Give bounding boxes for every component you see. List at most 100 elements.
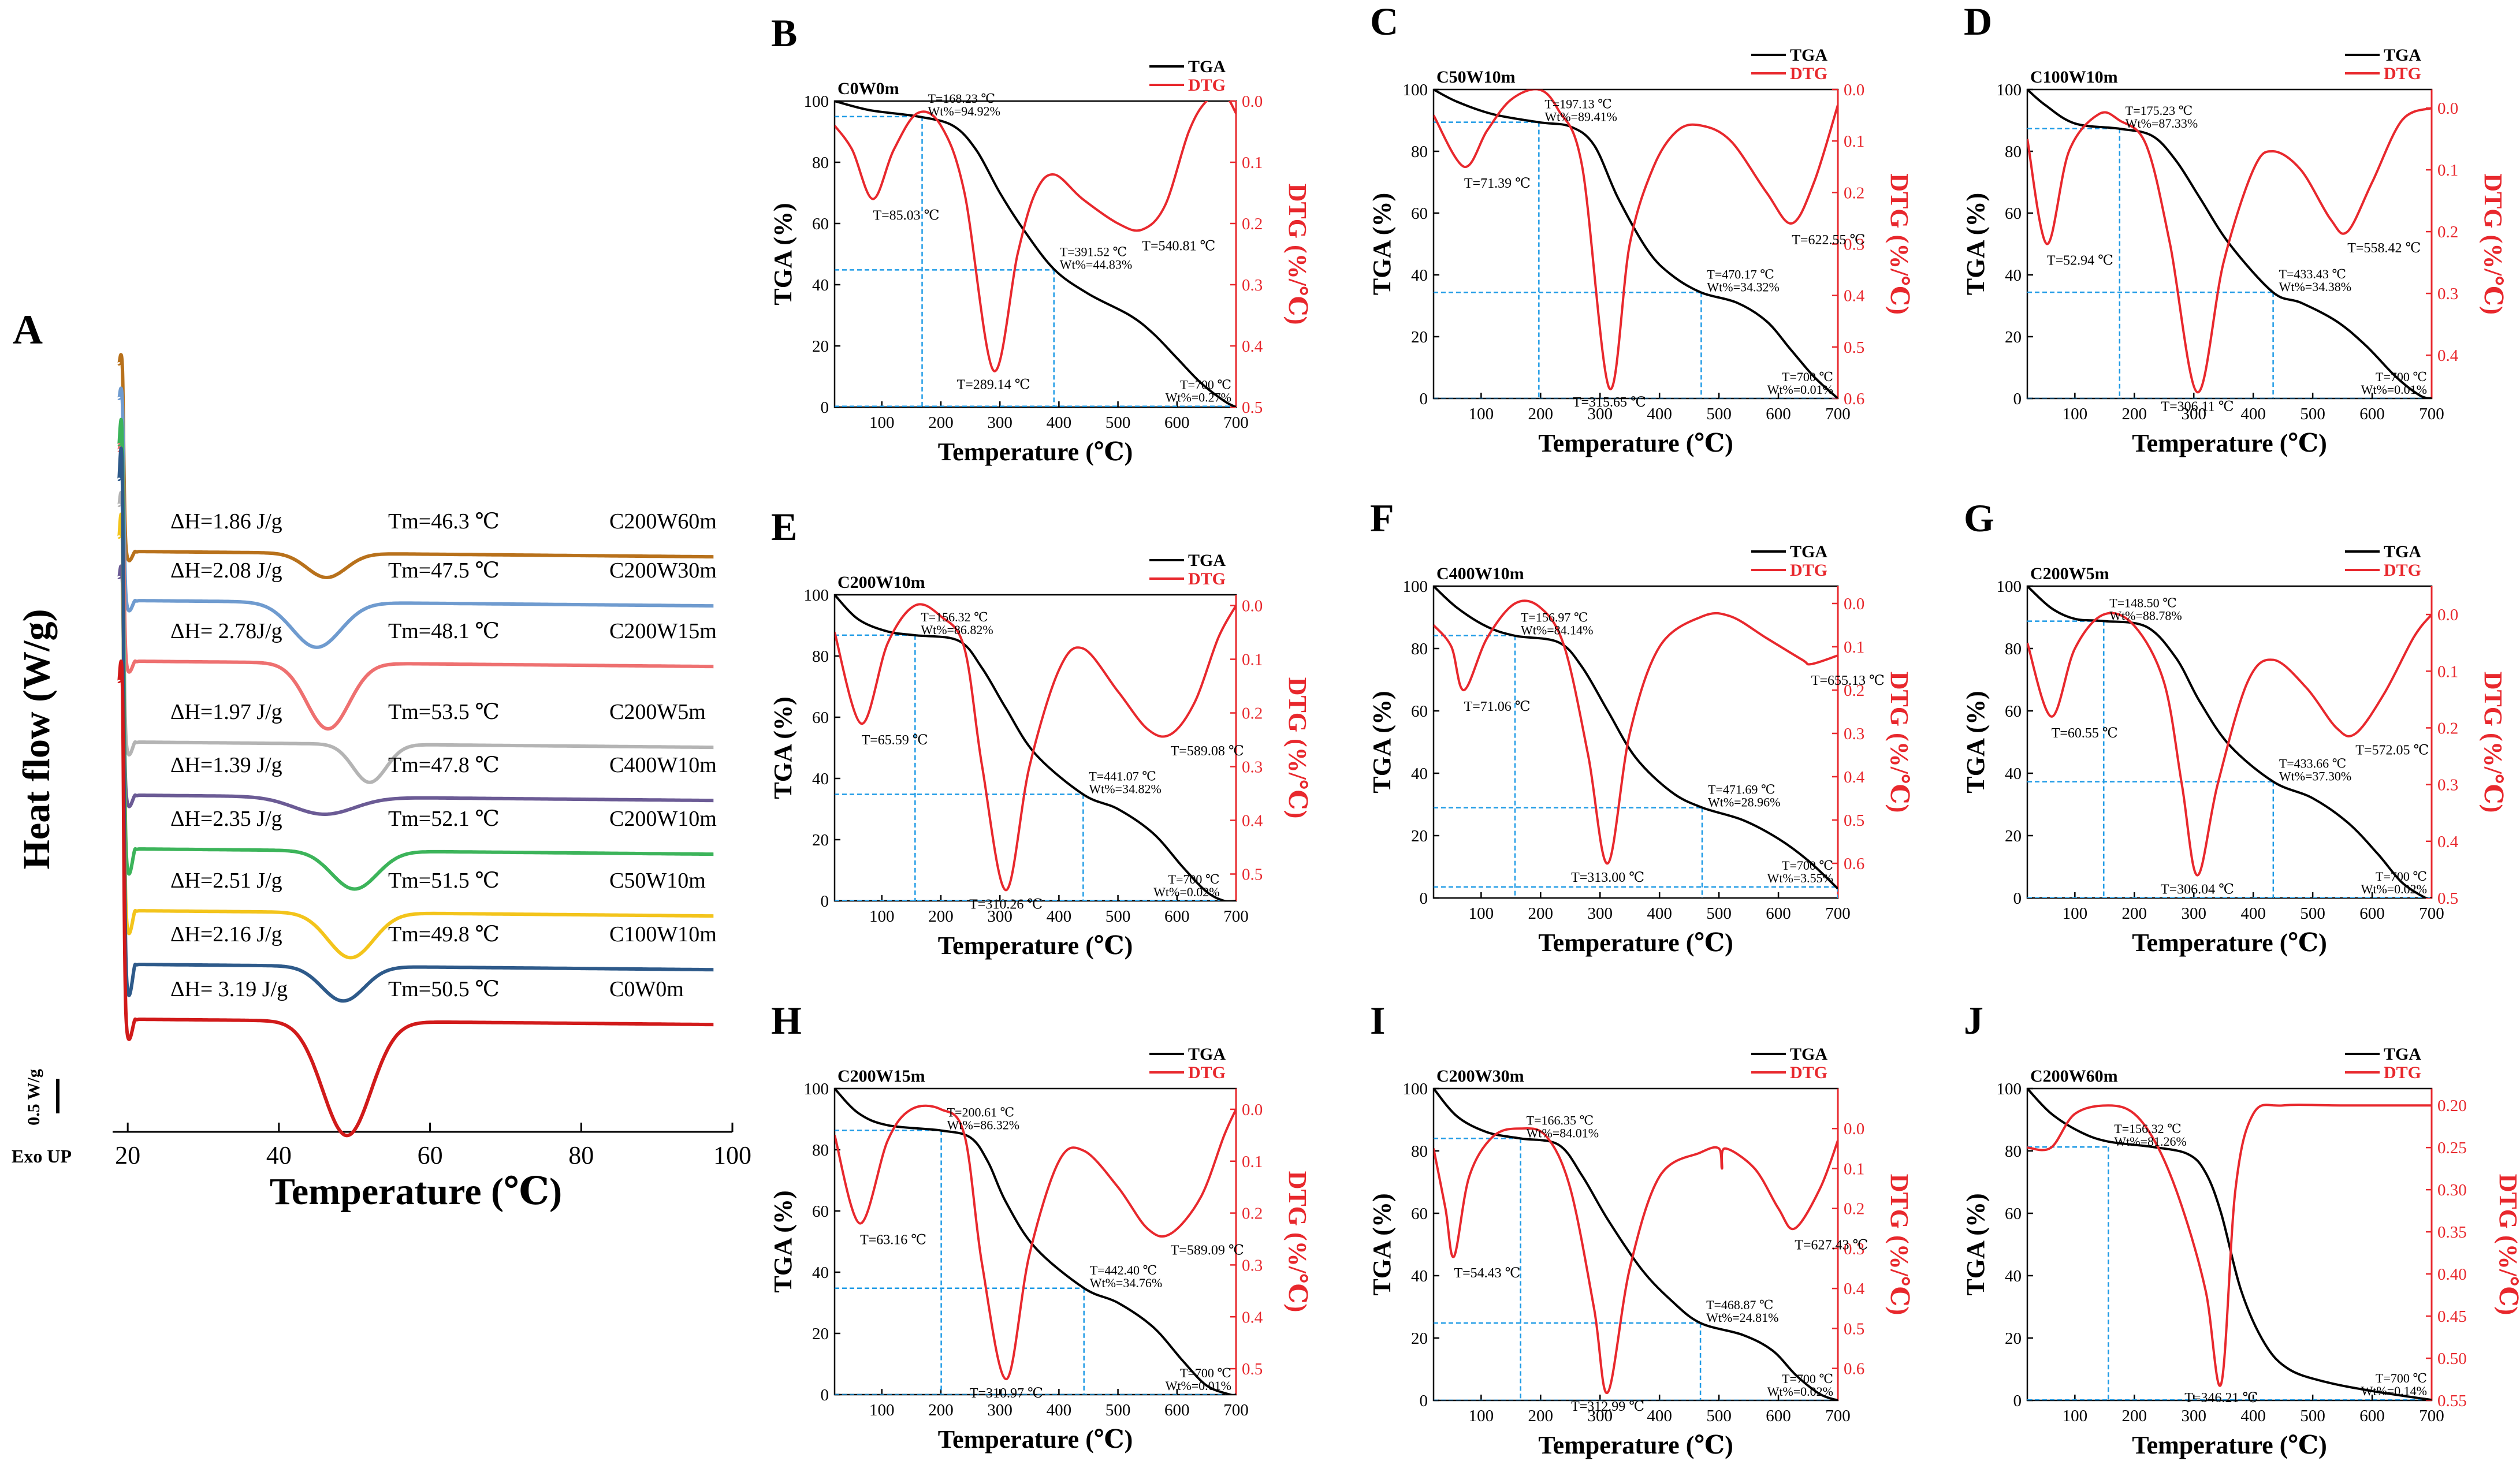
legend-dtg-label: DTG — [2384, 561, 2421, 580]
marker-temp-label: T=700 ℃ — [1782, 858, 1833, 873]
x-tick-label: 400 — [1047, 907, 1072, 926]
scale-label: 0.5 W/g — [24, 1069, 43, 1126]
dtg-peak-label: T=71.06 ℃ — [1464, 699, 1531, 714]
y2-axis-label: DTG (%/℃) — [1885, 672, 1914, 813]
marker-temp-label: T=442.40 ℃ — [1090, 1263, 1157, 1277]
marker-temp-label: T=700 ℃ — [1782, 370, 1833, 384]
legend-tga-label: TGA — [1790, 1045, 1827, 1064]
chart-title: C200W15m — [837, 1067, 925, 1086]
marker-wt-label: Wt%=0.02% — [1153, 885, 1219, 899]
legend-tga-label: TGA — [1790, 46, 1827, 65]
y-tick-label: 100 — [804, 1080, 829, 1098]
dtg-line — [2027, 1104, 2432, 1387]
y2-tick-label: 0.2 — [1242, 1205, 1263, 1223]
dsc-curve-C400W10m — [117, 564, 714, 817]
dtg-peak-label: T=63.16 ℃ — [860, 1233, 926, 1248]
dsc-curve-C50W10m — [117, 512, 714, 960]
legend-dtg-label: DTG — [1790, 561, 1827, 580]
dtg-peak-label: T=346.21 ℃ — [2184, 1391, 2258, 1406]
x-tick-label: 500 — [1706, 405, 1732, 423]
x-tick-label: 400 — [1647, 1407, 1672, 1425]
y2-tick-label: 0.6 — [1844, 855, 1864, 873]
y2-axis-label: DTG (%/℃) — [2479, 672, 2507, 813]
marker-wt-label: Wt%=94.92% — [928, 104, 1000, 118]
marker-wt-label: Wt%=0.02% — [2361, 882, 2427, 896]
y2-tick-label: 0.4 — [2437, 346, 2459, 365]
y-tick-label: 40 — [1411, 266, 1428, 285]
dsc-curve-C200W5m — [117, 491, 714, 784]
marker-temp-label: T=700 ℃ — [1168, 872, 1220, 886]
tm-label: Tm=51.5 ℃ — [388, 869, 500, 893]
y-tick-label: 20 — [1411, 328, 1428, 346]
chart-title: C200W60m — [2030, 1067, 2118, 1086]
x-tick-label: 100 — [869, 1401, 895, 1419]
dtg-peak-label: T=65.59 ℃ — [862, 733, 928, 748]
y-tick-label: 80 — [2005, 1142, 2022, 1161]
y2-axis-label: DTG (%/℃) — [1283, 184, 1312, 325]
marker-temp-label: T=700 ℃ — [2376, 869, 2427, 884]
marker-wt-label: Wt%=34.32% — [1707, 280, 1779, 294]
dsc-curve-C0W0m — [117, 659, 714, 1138]
legend-dtg-label: DTG — [2384, 1063, 2421, 1082]
x-tick-label: 700 — [1223, 413, 1249, 432]
legend-dtg-label: DTG — [1790, 1063, 1827, 1082]
y-axis-label: TGA (%) — [1368, 691, 1396, 793]
y2-tick-label: 0.0 — [1242, 92, 1263, 111]
y2-tick-label: 0.1 — [2437, 161, 2458, 180]
y2-tick-label: 0.3 — [1844, 725, 1864, 743]
x-tick-label: 600 — [2359, 1407, 2385, 1425]
x-tick-label: 300 — [2181, 405, 2206, 423]
y2-tick-label: 0.45 — [2437, 1307, 2467, 1326]
marker-guides — [1434, 1138, 1838, 1400]
y-tick-label: 60 — [1411, 1205, 1428, 1223]
legend-tga-label: TGA — [2384, 46, 2421, 65]
y2-tick-label: 0.4 — [2437, 833, 2459, 851]
y2-tick-label: 0.4 — [1844, 768, 1865, 787]
legend-dtg-label: DTG — [1188, 569, 1226, 588]
dtg-peak-label: T=85.03 ℃ — [873, 208, 939, 223]
dtg-peak-label: T=310.97 ℃ — [970, 1386, 1043, 1401]
legend-tga-label: TGA — [1790, 542, 1827, 561]
y2-tick-label: 0.0 — [2437, 99, 2458, 118]
sample-label: C200W30m — [609, 558, 717, 583]
marker-wt-label: Wt%=24.81% — [1706, 1310, 1778, 1325]
marker-wt-label: Wt%=86.32% — [947, 1118, 1019, 1132]
y2-tick-label: 0.0 — [1242, 1101, 1263, 1119]
panel-letter: F — [1370, 496, 1394, 540]
y2-tick-label: 0.4 — [1844, 287, 1865, 305]
marker-wt-label: Wt%=0.01% — [1767, 382, 1833, 397]
y-tick-label: 100 — [1997, 577, 2022, 596]
marker-guides — [835, 1130, 1236, 1395]
tga-line — [1434, 586, 1838, 890]
y-tick-label: 100 — [1997, 1080, 2022, 1098]
y-axis-label: TGA (%) — [1961, 193, 1990, 295]
enthalpy-label: ΔH=1.86 J/g — [170, 509, 282, 534]
y-tick-label: 20 — [2005, 827, 2022, 845]
panel-letter: D — [1964, 0, 1992, 43]
y-tick-label: 80 — [1411, 640, 1428, 658]
x-tick-label: 500 — [1105, 1401, 1131, 1419]
marker-guides — [2027, 128, 2432, 398]
marker-guides — [2027, 620, 2432, 898]
x-tick-label: 200 — [2122, 904, 2147, 923]
plot-frame — [1432, 585, 1839, 899]
marker-wt-label: Wt%=28.96% — [1708, 795, 1780, 810]
x-tick-label: 700 — [1223, 1401, 1249, 1419]
enthalpy-label: ΔH=2.08 J/g — [170, 558, 282, 583]
panel-letter: C — [1370, 0, 1398, 43]
y-tick-label: 80 — [812, 647, 829, 666]
x-tick-label: 400 — [2240, 1407, 2266, 1425]
dtg-peak-label: T=627.43 ℃ — [1795, 1238, 1868, 1253]
chart-title: C50W10m — [1436, 68, 1516, 87]
dsc-curve-C100W10m — [117, 446, 714, 1003]
marker-wt-label: Wt%=81.26% — [2114, 1134, 2186, 1149]
y2-tick-label: 0.0 — [1844, 81, 1864, 99]
x-tick-label: 100 — [2063, 904, 2088, 923]
panel-letter: A — [13, 307, 43, 353]
dtg-peak-label: T=540.81 ℃ — [1142, 239, 1215, 254]
x-tick-label: 500 — [2300, 1407, 2325, 1425]
x-tick-label: 300 — [2181, 904, 2206, 923]
enthalpy-label: ΔH= 2.78J/g — [170, 619, 282, 643]
y2-tick-label: 0.40 — [2437, 1265, 2467, 1284]
